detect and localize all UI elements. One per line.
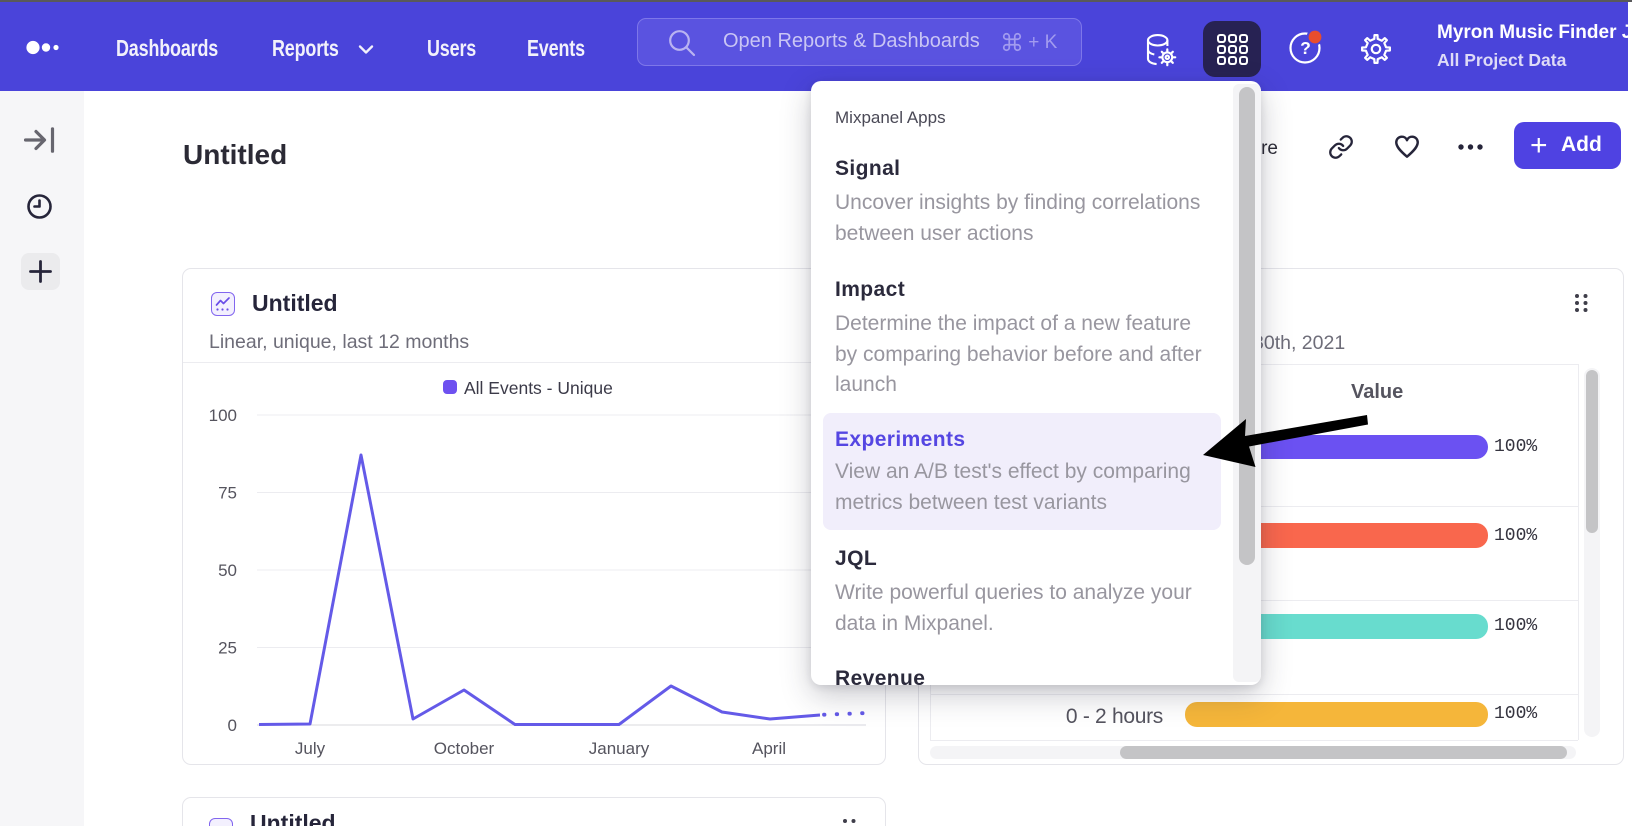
- svg-text:April: April: [752, 739, 786, 758]
- svg-text:July: July: [295, 739, 326, 758]
- svg-text:All Events - Unique: All Events - Unique: [464, 378, 613, 398]
- svg-text:100: 100: [209, 406, 237, 425]
- svg-text:October: October: [434, 739, 495, 758]
- svg-text:January: January: [589, 739, 650, 758]
- svg-text:50: 50: [218, 561, 237, 580]
- svg-text:25: 25: [218, 639, 237, 658]
- svg-text:75: 75: [218, 484, 237, 503]
- svg-text:0: 0: [228, 716, 237, 735]
